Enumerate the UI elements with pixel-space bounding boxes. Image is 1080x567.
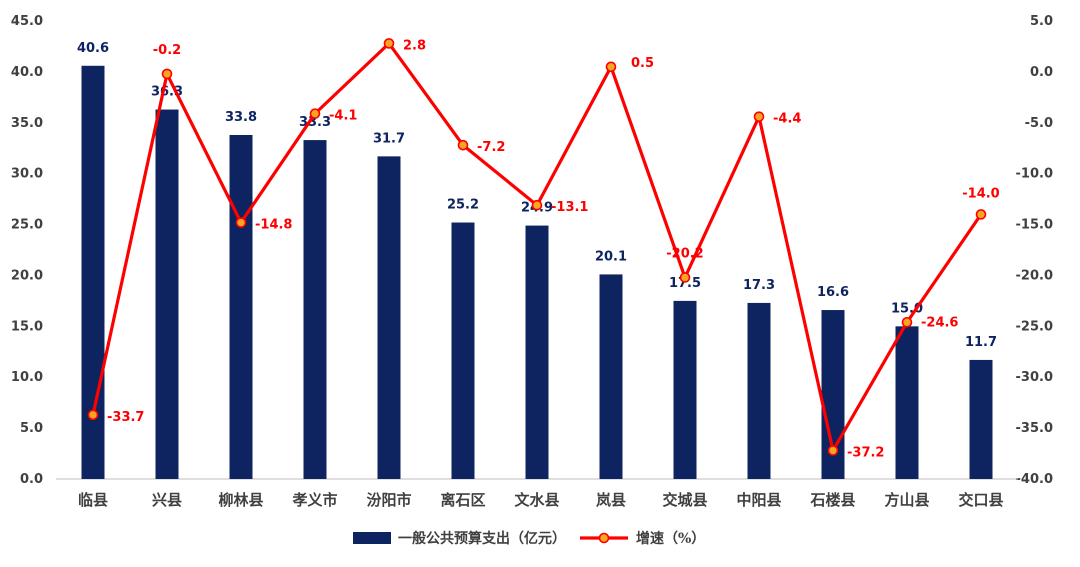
y-right-tick-label: -10.0 [1016, 167, 1053, 182]
bar [303, 140, 327, 479]
bar-value-label: 11.7 [965, 335, 997, 350]
y-right-tick-label: -30.0 [1016, 370, 1053, 385]
growth-point [87, 409, 99, 421]
growth-point [309, 108, 321, 119]
y-right-tick-label: 5.0 [1030, 14, 1053, 29]
growth-point [161, 68, 173, 80]
legend-line-label: 增速（%） [636, 530, 705, 547]
x-category-label: 方山县 [884, 491, 929, 509]
x-category-label: 石楼县 [809, 491, 855, 509]
growth-value-label: -14.0 [962, 186, 999, 201]
x-category-label: 离石区 [440, 491, 485, 509]
bar-value-label: 17.3 [743, 278, 775, 293]
growth-point [457, 139, 469, 151]
bar [377, 156, 401, 479]
legend-bar-label: 一般公共预算支出（亿元） [398, 530, 566, 547]
x-category-label: 岚县 [596, 491, 626, 509]
bar [747, 302, 771, 479]
x-category-label: 交城县 [662, 491, 707, 509]
growth-value-label: -37.2 [847, 446, 884, 461]
legend-line-marker [598, 532, 610, 544]
growth-value-label: -14.8 [255, 218, 292, 233]
bar [673, 300, 697, 479]
y-right-tick-label: -25.0 [1016, 319, 1053, 334]
bar [525, 225, 549, 479]
growth-point [605, 61, 617, 73]
y-right-tick-label: -20.0 [1016, 268, 1053, 283]
y-left-tick-label: 25.0 [11, 218, 43, 233]
growth-value-label: -0.2 [153, 43, 181, 58]
x-category-label: 兴县 [152, 491, 182, 509]
x-category-label: 中阳县 [736, 491, 781, 509]
y-left-tick-label: 45.0 [11, 14, 43, 29]
x-category-label: 临县 [78, 491, 108, 509]
growth-value-label: -4.4 [773, 112, 801, 127]
growth-value-label: -4.1 [329, 109, 357, 124]
bar [599, 274, 623, 479]
bar-value-label: 33.8 [225, 110, 257, 125]
y-left-tick-label: 5.0 [20, 421, 43, 436]
growth-point [975, 209, 987, 220]
y-left-tick-label: 20.0 [11, 268, 43, 283]
x-category-label: 柳林县 [218, 491, 263, 509]
growth-value-label: -24.6 [921, 315, 958, 330]
bar [229, 134, 253, 480]
growth-value-label: 2.8 [403, 38, 426, 53]
x-category-label: 交口县 [958, 491, 1003, 509]
growth-value-label: -13.1 [551, 200, 588, 215]
legend-bar-swatch [353, 532, 391, 544]
growth-point [679, 272, 691, 283]
bar-value-label: 20.1 [595, 249, 627, 264]
bar-value-label: 25.2 [447, 198, 479, 213]
growth-value-label: 0.5 [631, 56, 654, 71]
y-left-tick-label: 35.0 [11, 116, 43, 131]
bar [451, 222, 475, 479]
growth-point [383, 38, 395, 49]
growth-point [531, 199, 543, 211]
growth-point [753, 111, 765, 122]
growth-point [901, 316, 913, 328]
bar-value-label: 31.7 [373, 131, 405, 146]
y-right-tick-label: -15.0 [1016, 218, 1053, 233]
x-category-label: 孝义市 [291, 491, 337, 509]
bar [969, 359, 993, 479]
y-left-tick-label: 40.0 [11, 65, 43, 80]
y-left-tick-label: 30.0 [11, 167, 43, 182]
bar [821, 310, 845, 479]
x-category-label: 汾阳市 [366, 491, 411, 509]
growth-point [235, 217, 247, 228]
bar-value-label: 16.6 [817, 285, 849, 300]
growth-value-label: -33.7 [107, 410, 144, 425]
x-category-label: 文水县 [514, 491, 559, 509]
growth-point [827, 445, 839, 456]
y-right-tick-label: 0.0 [1030, 65, 1053, 80]
growth-value-label: -20.2 [666, 246, 703, 261]
y-left-tick-label: 0.0 [20, 472, 43, 487]
y-left-tick-label: 15.0 [11, 319, 43, 334]
y-right-tick-label: -40.0 [1016, 472, 1053, 487]
bar [155, 109, 179, 480]
y-left-tick-label: 10.0 [11, 370, 43, 385]
bar-value-label: 40.6 [77, 41, 109, 56]
bar [895, 326, 919, 479]
bar-value-label: 17.5 [669, 276, 701, 291]
y-right-tick-label: -35.0 [1016, 421, 1053, 436]
bar [81, 65, 105, 479]
growth-value-label: -7.2 [477, 140, 505, 155]
y-right-tick-label: -5.0 [1025, 116, 1053, 131]
